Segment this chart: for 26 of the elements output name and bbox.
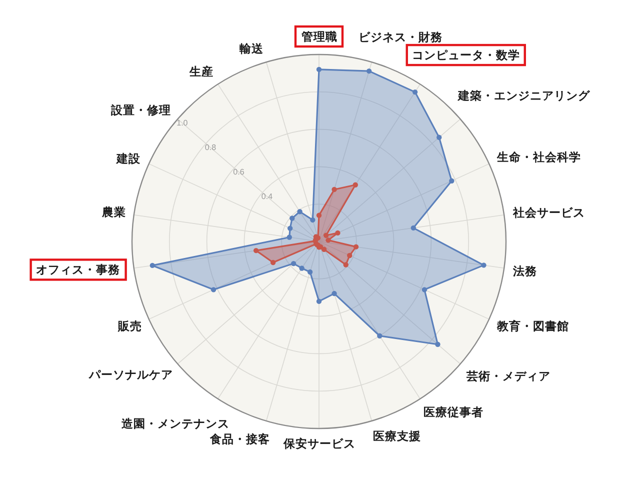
spoke-label: 生産: [188, 64, 214, 78]
spoke-label: オフィス・事務: [36, 262, 121, 277]
y-tick-label: 0.6: [233, 167, 245, 176]
spoke-label: 法務: [512, 264, 538, 278]
spoke-label: 販売: [117, 318, 142, 333]
spoke-label: 建設: [116, 152, 142, 166]
spoke-label: 建築・エンジニアリング: [457, 88, 592, 103]
spoke-label: 食品・接客: [209, 432, 270, 446]
spoke-label: 教育・図書館: [496, 318, 569, 333]
spoke-label: 医療従事者: [423, 405, 484, 420]
spoke-label: 管理職: [300, 30, 338, 44]
spoke-label: 芸術・メディア: [465, 368, 550, 383]
spoke-label: 生命・社会科学: [496, 150, 581, 164]
spoke-label: 社会サービス: [512, 206, 585, 220]
spoke-label: コンピュータ・数学: [412, 48, 520, 62]
spoke-label: 造園・メンテナンス: [122, 416, 230, 431]
y-tick-label: 0.8: [204, 142, 217, 152]
spoke-label: パーソナルケア: [88, 369, 174, 382]
y-tick-label: 0.4: [261, 192, 274, 201]
spoke-label: 農業: [101, 204, 126, 219]
spoke-label: ビジネス・財務: [358, 30, 444, 44]
spoke-label: 輸送: [238, 41, 264, 56]
y-tick-label: 1.0: [176, 118, 188, 128]
spoke-label: 設置・修理: [110, 102, 172, 117]
spoke-label: 医療支援: [372, 428, 421, 443]
spoke-label: 保安サービス: [282, 436, 356, 450]
